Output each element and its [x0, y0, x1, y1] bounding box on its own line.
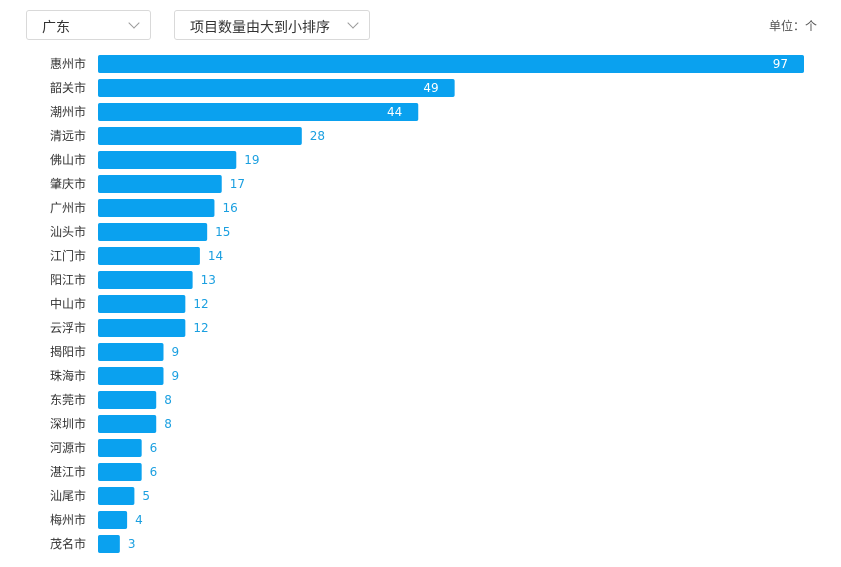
- bar-value-label: 44: [387, 105, 402, 119]
- bar-value-label: 9: [172, 345, 180, 359]
- bar-value-label: 19: [244, 153, 259, 167]
- category-label: 佛山市: [50, 152, 86, 167]
- chevron-down-icon: [347, 17, 359, 29]
- bar-value-label: 15: [215, 225, 230, 239]
- bar-value-label: 16: [222, 201, 237, 215]
- bar-value-label: 8: [164, 393, 172, 407]
- bar-value-label: 14: [208, 249, 223, 263]
- bar-value-label: 12: [193, 297, 208, 311]
- category-label: 云浮市: [50, 320, 86, 335]
- category-label: 阳江市: [50, 272, 86, 287]
- bar[interactable]: [98, 487, 135, 505]
- category-label: 广州市: [50, 200, 86, 215]
- sort-select[interactable]: 项目数量由大到小排序: [174, 10, 370, 40]
- bar-value-label: 8: [164, 417, 172, 431]
- bar[interactable]: [98, 151, 237, 169]
- bar[interactable]: [98, 79, 455, 97]
- toolbar: 广东 项目数量由大到小排序 单位：个: [0, 0, 841, 54]
- category-label: 东莞市: [50, 392, 86, 407]
- bar[interactable]: [98, 199, 215, 217]
- bar[interactable]: [98, 439, 142, 457]
- category-label: 惠州市: [50, 56, 86, 71]
- bar-value-label: 17: [230, 177, 245, 191]
- bar-value-label: 97: [773, 57, 788, 71]
- bar[interactable]: [98, 55, 804, 73]
- category-label: 江门市: [50, 248, 86, 263]
- chevron-down-icon: [128, 17, 140, 29]
- unit-label-text: 单位：个: [768, 19, 817, 33]
- category-label: 中山市: [50, 296, 86, 311]
- category-label: 肇庆市: [50, 176, 86, 191]
- category-label: 河源市: [50, 440, 86, 455]
- category-label: 梅州市: [50, 512, 86, 527]
- category-label: 茂名市: [50, 536, 86, 551]
- region-select-value: 广东: [42, 20, 70, 36]
- bar[interactable]: [98, 319, 186, 337]
- bar[interactable]: [98, 415, 157, 433]
- bar-value-label: 49: [423, 81, 438, 95]
- bar-value-label: 13: [201, 273, 216, 287]
- category-label: 深圳市: [50, 416, 86, 431]
- bar[interactable]: [98, 511, 128, 529]
- region-select[interactable]: 广东: [26, 10, 151, 40]
- bar-value-label: 5: [142, 489, 150, 503]
- bar-value-label: 3: [128, 537, 136, 551]
- bar[interactable]: [98, 391, 157, 409]
- bar[interactable]: [98, 367, 164, 385]
- bar[interactable]: [98, 247, 200, 265]
- bar[interactable]: [98, 535, 120, 553]
- category-label: 潮州市: [50, 104, 86, 119]
- bar-value-label: 28: [310, 129, 325, 143]
- bar[interactable]: [98, 295, 186, 313]
- bar[interactable]: [98, 343, 164, 361]
- bar[interactable]: [98, 463, 142, 481]
- category-label: 揭阳市: [50, 344, 86, 359]
- bar[interactable]: [98, 103, 419, 121]
- unit-label: 单位：个: [769, 17, 817, 34]
- category-label: 汕尾市: [50, 488, 86, 503]
- category-label: 韶关市: [50, 80, 86, 95]
- category-label: 清远市: [50, 128, 86, 143]
- bar[interactable]: [98, 127, 302, 145]
- bar-value-label: 4: [135, 513, 143, 527]
- bar-value-label: 12: [193, 321, 208, 335]
- bar[interactable]: [98, 223, 208, 241]
- bar-value-label: 6: [150, 465, 158, 479]
- sort-select-value: 项目数量由大到小排序: [190, 20, 330, 36]
- bar-value-label: 6: [150, 441, 158, 455]
- category-label: 湛江市: [50, 464, 86, 479]
- category-label: 汕头市: [50, 224, 86, 239]
- bar-value-label: 9: [172, 369, 180, 383]
- category-label: 珠海市: [50, 368, 86, 383]
- bar[interactable]: [98, 175, 222, 193]
- bar[interactable]: [98, 271, 193, 289]
